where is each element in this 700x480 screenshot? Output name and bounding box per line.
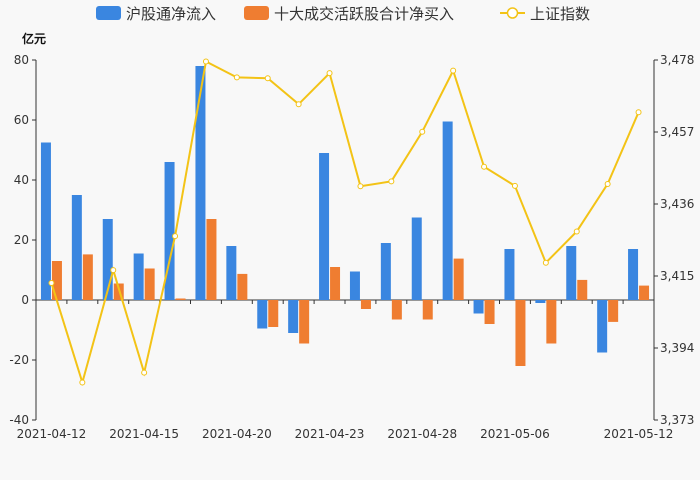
y-left-tick-label: -20 xyxy=(9,353,29,367)
bar-top10-net-buy[interactable] xyxy=(391,300,402,320)
y-left-tick-label: 80 xyxy=(14,53,29,67)
index-point[interactable] xyxy=(172,233,179,240)
legend-label: 沪股通净流入 xyxy=(126,5,216,23)
index-point[interactable] xyxy=(511,182,518,189)
index-point[interactable] xyxy=(450,67,457,74)
y-right-tick-label: 3,373 xyxy=(660,413,694,427)
y-left-tick-label: -40 xyxy=(9,413,29,427)
y-right-tick-label: 3,436 xyxy=(660,197,694,211)
index-point[interactable] xyxy=(481,163,488,170)
y-axis-unit-label: 亿元 xyxy=(22,31,46,46)
bars xyxy=(40,66,650,366)
x-tick-label: 2021-04-28 xyxy=(387,427,457,441)
x-tick-label: 2021-04-15 xyxy=(109,427,179,441)
bar-hgt-net-inflow[interactable] xyxy=(288,300,299,333)
bar-top10-net-buy[interactable] xyxy=(577,279,588,300)
legend-swatch xyxy=(96,6,121,20)
index-point[interactable] xyxy=(573,228,580,235)
index-point[interactable] xyxy=(110,267,117,274)
legend-swatch-marker xyxy=(506,7,519,19)
legend-hgt-net-inflow[interactable]: 沪股通净流入 xyxy=(96,5,216,23)
index-point[interactable] xyxy=(79,379,86,386)
bar-hgt-net-inflow[interactable] xyxy=(442,121,453,301)
index-point[interactable] xyxy=(357,183,364,190)
index-line-path xyxy=(50,60,640,387)
x-tick-label: 2021-05-12 xyxy=(604,427,674,441)
bar-top10-net-buy[interactable] xyxy=(608,300,619,322)
bar-hgt-net-inflow[interactable] xyxy=(257,300,268,329)
bar-hgt-net-inflow[interactable] xyxy=(195,66,206,300)
bar-hgt-net-inflow[interactable] xyxy=(628,249,639,300)
y-left-tick-label: 0 xyxy=(21,293,29,307)
bar-top10-net-buy[interactable] xyxy=(82,254,93,300)
legend[interactable]: 沪股通净流入 十大成交活跃股合计净买入 上证指数 xyxy=(96,5,590,23)
bar-hgt-net-inflow[interactable] xyxy=(566,246,577,300)
index-point[interactable] xyxy=(419,128,426,135)
bar-top10-net-buy[interactable] xyxy=(299,300,310,344)
bar-top10-net-buy[interactable] xyxy=(639,285,650,300)
index-point[interactable] xyxy=(388,178,395,185)
bar-hgt-net-inflow[interactable] xyxy=(504,249,515,300)
bar-hgt-net-inflow[interactable] xyxy=(71,195,82,300)
x-tick-label: 2021-04-23 xyxy=(295,427,365,441)
bar-top10-net-buy[interactable] xyxy=(268,300,279,327)
index-point[interactable] xyxy=(48,280,55,287)
index-point[interactable] xyxy=(264,75,271,82)
legend-sse-index[interactable]: 上证指数 xyxy=(500,5,590,23)
bar-hgt-net-inflow[interactable] xyxy=(102,219,113,300)
bar-top10-net-buy[interactable] xyxy=(175,298,186,301)
bar-hgt-net-inflow[interactable] xyxy=(349,271,360,301)
bar-top10-net-buy[interactable] xyxy=(360,300,371,309)
x-tick-label: 2021-05-06 xyxy=(480,427,550,441)
index-line xyxy=(48,58,642,387)
bar-top10-net-buy[interactable] xyxy=(330,267,341,300)
axes: -40 -20 0 20 40 60 80 3,373 3,394 3,415 3,436 3,457… xyxy=(9,53,694,441)
bar-top10-net-buy[interactable] xyxy=(546,300,557,344)
y-left-tick-label: 40 xyxy=(14,173,29,187)
bar-top10-net-buy[interactable] xyxy=(453,258,464,300)
x-tick-label: 2021-04-20 xyxy=(202,427,272,441)
y-left-tick-label: 20 xyxy=(14,233,29,247)
index-point[interactable] xyxy=(295,101,302,108)
y-right-tick-label: 3,478 xyxy=(660,53,694,67)
bar-hgt-net-inflow[interactable] xyxy=(40,142,51,301)
bar-hgt-net-inflow[interactable] xyxy=(133,253,144,301)
bar-top10-net-buy[interactable] xyxy=(422,300,433,320)
index-point[interactable] xyxy=(202,58,209,65)
index-point[interactable] xyxy=(542,259,549,266)
y-left-tick-label: 60 xyxy=(14,113,29,127)
y-right-tick-label: 3,394 xyxy=(660,341,694,355)
bar-top10-net-buy[interactable] xyxy=(515,300,526,366)
index-point[interactable] xyxy=(326,70,333,77)
index-point[interactable] xyxy=(604,180,611,187)
bar-top10-net-buy[interactable] xyxy=(237,273,248,300)
legend-swatch xyxy=(244,6,269,20)
bar-hgt-net-inflow[interactable] xyxy=(226,246,237,300)
legend-top10-net-buy[interactable]: 十大成交活跃股合计净买入 xyxy=(244,5,454,23)
bar-hgt-net-inflow[interactable] xyxy=(319,153,330,300)
bar-hgt-net-inflow[interactable] xyxy=(597,300,608,353)
x-tick-label: 2021-04-12 xyxy=(17,427,87,441)
bar-hgt-net-inflow[interactable] xyxy=(411,217,422,301)
legend-label: 十大成交活跃股合计净买入 xyxy=(274,5,454,23)
legend-label: 上证指数 xyxy=(530,5,590,23)
bar-top10-net-buy[interactable] xyxy=(484,300,495,324)
bar-top10-net-buy[interactable] xyxy=(144,268,155,301)
y-right-tick-label: 3,457 xyxy=(660,125,694,139)
y-right-tick-label: 3,415 xyxy=(660,269,694,283)
index-point[interactable] xyxy=(635,109,642,116)
bar-hgt-net-inflow[interactable] xyxy=(473,300,484,314)
bar-hgt-net-inflow[interactable] xyxy=(164,162,175,300)
bar-top10-net-buy[interactable] xyxy=(206,219,217,300)
bar-top10-net-buy[interactable] xyxy=(51,261,62,300)
bar-hgt-net-inflow[interactable] xyxy=(535,300,546,303)
bar-hgt-net-inflow[interactable] xyxy=(380,243,391,300)
index-point[interactable] xyxy=(233,74,240,81)
index-point[interactable] xyxy=(141,369,148,376)
